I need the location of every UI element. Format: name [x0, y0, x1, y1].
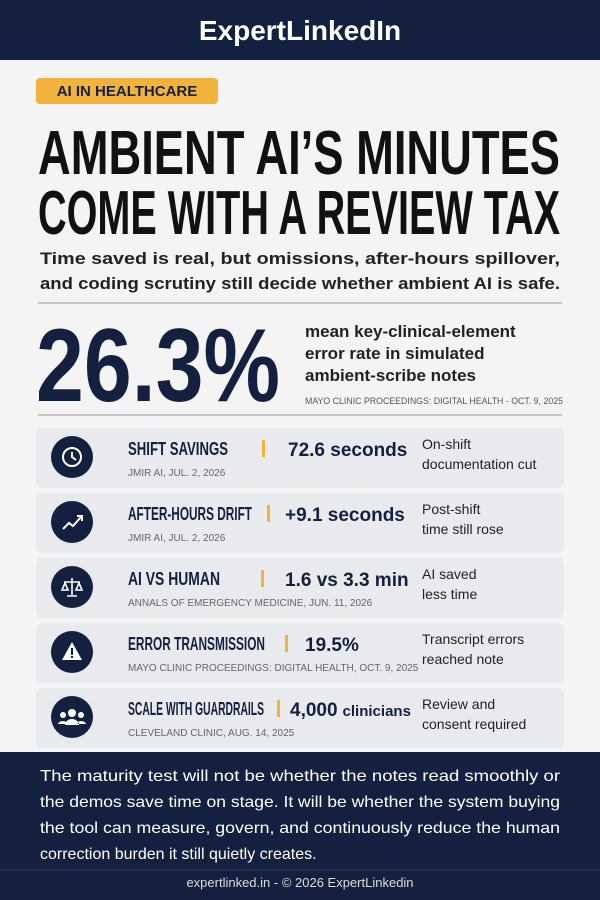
row-separator: [267, 505, 270, 522]
brand: ExpertLinkedIn: [199, 15, 401, 46]
row-description: less time: [422, 586, 477, 602]
conclusion-line: correction burden it still quietly creat…: [40, 846, 317, 863]
row-separator: [261, 570, 264, 587]
row-card: [36, 493, 564, 553]
row-description: time still rose: [422, 521, 504, 537]
row-icon: [58, 709, 86, 725]
headline: AMBIENT AI’S MINUTES: [38, 119, 560, 188]
header-bar: [0, 0, 600, 60]
row-source: MAYO CLINIC PROCEEDINGS: DIGITAL HEALTH,…: [128, 663, 419, 674]
row-value: +9.1 seconds: [285, 505, 405, 526]
row-description: consent required: [422, 716, 526, 732]
row-title: ERROR TRANSMISSION: [128, 634, 265, 654]
row-title: SCALE WITH GUARDRAILS: [128, 699, 264, 719]
row-title: SHIFT SAVINGS: [128, 439, 228, 459]
row-separator: [262, 440, 265, 457]
row-description: reached note: [422, 651, 504, 667]
row-icon-bg: [51, 501, 93, 543]
row-icon: [62, 515, 83, 530]
row-source: CLEVELAND CLINIC, AUG. 14, 2025: [128, 728, 295, 739]
row-unit: clinicians: [343, 703, 411, 720]
row-title: AFTER-HOURS DRIFT: [128, 504, 252, 524]
row-icon: [60, 578, 84, 597]
row-separator: [285, 635, 288, 652]
row-description: Review and: [422, 696, 495, 712]
row-source: JMIR AI, JUL. 2, 2026: [128, 533, 226, 544]
row-value: 19.5%: [305, 635, 359, 656]
row-description: Post-shift: [422, 501, 480, 517]
conclusion-line: The maturity test will not be whether th…: [40, 768, 561, 785]
row-icon: [62, 447, 82, 467]
row-value: 1.6 vs 3.3 min: [285, 570, 409, 591]
rows: SHIFT SAVINGS 72.6 seconds JMIR AI, JUL. 2…: [36, 428, 564, 748]
row-value: 4,000: [290, 700, 338, 721]
subtitle: Time saved is real, but omissions, after…: [40, 249, 560, 268]
key-stat-description: ambient-scribe notes: [305, 366, 476, 385]
row-description: Transcript errors: [422, 631, 524, 647]
row-card: [36, 688, 564, 748]
conclusion-panel: [0, 752, 600, 900]
row-source: JMIR AI, JUL. 2, 2026: [128, 468, 226, 479]
key-stat-value: 26.3%: [36, 308, 280, 424]
row-icon: [62, 642, 82, 660]
footer: expertlinked.in - © 2026 ExpertLinkedin: [186, 875, 413, 890]
conclusion-line: the demos save time on stage. It will be…: [40, 794, 560, 811]
subtitle: and coding scrutiny still decide whether…: [40, 274, 560, 293]
row-card: [36, 623, 564, 683]
tag: AI IN HEALTHCARE: [57, 83, 198, 100]
key-stat-description: error rate in simulated: [305, 344, 485, 363]
row-card: [36, 558, 564, 618]
row-description: documentation cut: [422, 456, 537, 472]
row-value: 72.6 seconds: [288, 440, 407, 461]
tag-pill: [36, 78, 218, 104]
conclusion-line: the tool can measure, govern, and contin…: [40, 820, 560, 837]
headline: COME WITH A REVIEW TAX: [38, 179, 560, 248]
row-description: AI saved: [422, 566, 476, 582]
row-card: [36, 428, 564, 488]
row-title: AI VS HUMAN: [128, 569, 220, 589]
row-separator: [277, 700, 280, 717]
key-stat-description: mean key-clinical-element: [305, 322, 516, 341]
row-description: On-shift: [422, 436, 471, 452]
key-stat-source: MAYO CLINIC PROCEEDINGS: DIGITAL HEALTH …: [305, 396, 563, 406]
row-source: ANNALS OF EMERGENCY MEDICINE, JUN. 11, 2…: [128, 598, 373, 609]
